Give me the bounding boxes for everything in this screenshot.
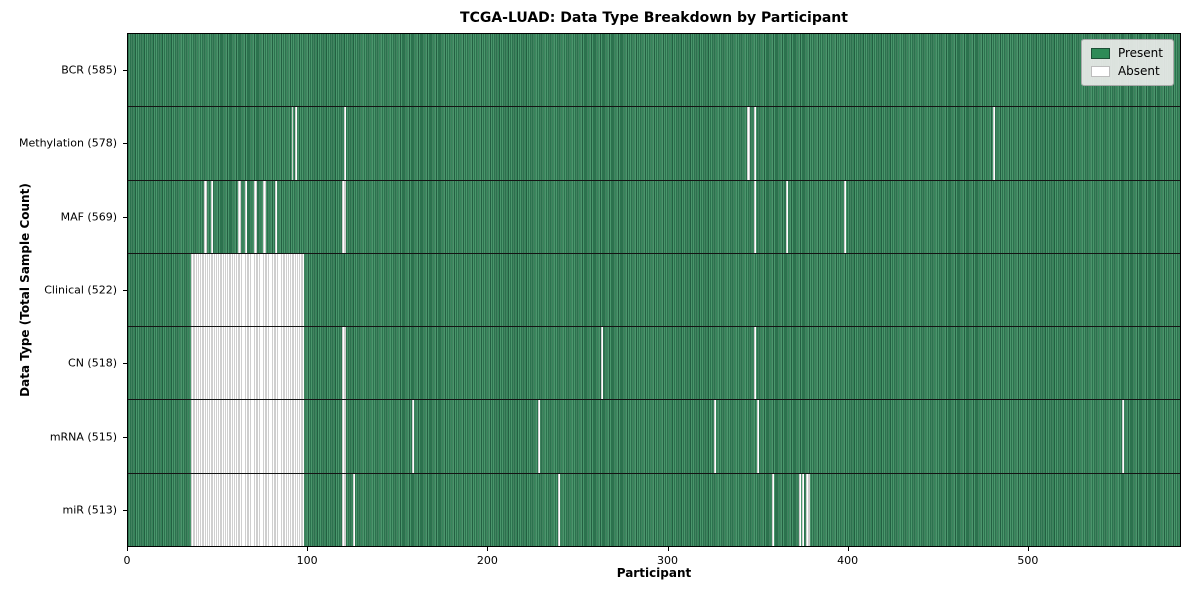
absent-stripe <box>992 107 995 180</box>
absent-stripe <box>805 473 810 546</box>
y-tick-label: Clinical (522) <box>44 283 117 297</box>
y-tick-mark <box>123 69 127 71</box>
absent-stripe <box>341 473 346 546</box>
y-tick-label: MAF (569) <box>60 210 117 224</box>
absent-stripe <box>843 180 846 253</box>
absent-stripe <box>786 180 788 253</box>
y-tick-label: BCR (585) <box>61 63 117 77</box>
heatmap-rows <box>128 34 1180 546</box>
absent-stripe <box>341 180 346 253</box>
absent-stripe <box>295 107 298 180</box>
row-mrna <box>128 400 1180 474</box>
absent-stripe <box>237 180 242 253</box>
absent-stripe <box>600 327 603 400</box>
absent-stripe <box>557 473 560 546</box>
absent-stripe <box>771 473 774 546</box>
row-bcr <box>128 34 1180 108</box>
absent-stripe <box>244 180 247 253</box>
absent-stripe <box>341 327 346 400</box>
legend-entry-absent: Absent <box>1090 64 1163 78</box>
row-maf <box>128 180 1180 254</box>
row-clinical <box>128 253 1180 328</box>
y-tick-mark <box>123 143 127 145</box>
x-tick-mark <box>1027 547 1029 551</box>
y-tick-mark <box>123 436 127 438</box>
y-tick-mark <box>123 216 127 218</box>
x-axis-title: Participant <box>616 566 692 580</box>
legend: Present Absent <box>1080 39 1174 86</box>
absent-stripe <box>275 180 278 253</box>
absent-stripe <box>352 473 355 546</box>
chart-title: TCGA-LUAD: Data Type Breakdown by Partic… <box>460 10 848 26</box>
absent-stripe <box>714 400 717 473</box>
row-mir <box>128 473 1180 546</box>
x-tick-label: 400 <box>837 554 859 567</box>
x-tick-label: 300 <box>657 554 678 567</box>
absent-stripe <box>753 180 756 253</box>
y-tick-label: miR (513) <box>62 503 118 517</box>
x-tick-mark <box>127 547 128 551</box>
x-tick-mark <box>667 547 669 551</box>
absent-stripe <box>1122 400 1125 473</box>
absent-stripe <box>253 180 258 253</box>
row-cn <box>128 327 1180 401</box>
plot-area: Present Absent <box>127 33 1181 547</box>
absent-stripe <box>190 400 305 473</box>
x-tick-mark <box>847 547 849 551</box>
y-tick-label: CN (518) <box>68 356 117 370</box>
y-tick-label: Methylation (578) <box>19 136 117 150</box>
absent-stripe <box>802 473 805 546</box>
x-tick-label: 200 <box>476 554 498 567</box>
absent-stripe <box>210 180 213 253</box>
absent-stripe <box>538 400 540 473</box>
absent-stripe <box>203 180 208 253</box>
x-axis: 0 100 200 300 400 500 <box>123 547 1181 577</box>
absent-stripe <box>291 107 294 180</box>
absent-stripe <box>746 107 751 180</box>
absent-stripe <box>798 473 801 546</box>
absent-stripe <box>412 400 414 473</box>
y-tick-label: mRNA (515) <box>49 430 117 444</box>
absent-swatch <box>1090 65 1110 77</box>
y-tick-mark <box>123 290 127 291</box>
absent-stripe <box>753 327 756 400</box>
x-tick-label: 500 <box>1017 554 1039 567</box>
y-tick-mark <box>123 363 127 365</box>
absent-stripe <box>341 400 346 473</box>
absent-stripe <box>753 107 756 180</box>
row-methylation <box>128 107 1180 181</box>
absent-stripe <box>190 253 305 327</box>
absent-stripe <box>343 107 346 180</box>
legend-entry-present: Present <box>1090 46 1163 60</box>
absent-stripe <box>190 473 305 546</box>
x-tick-mark <box>487 547 489 551</box>
y-axis: BCR (585) Methylation (578) MAF (569) Clini… <box>0 33 127 547</box>
absent-stripe <box>190 327 305 400</box>
absent-stripe <box>757 400 760 473</box>
y-tick-mark <box>123 510 127 512</box>
x-tick-mark <box>307 547 309 551</box>
present-swatch <box>1090 47 1110 59</box>
absent-stripe <box>262 180 267 253</box>
legend-label-absent: Absent <box>1117 64 1160 78</box>
x-tick-label: 100 <box>296 554 318 567</box>
legend-label-present: Present <box>1117 46 1163 60</box>
x-tick-label: 0 <box>123 554 131 567</box>
